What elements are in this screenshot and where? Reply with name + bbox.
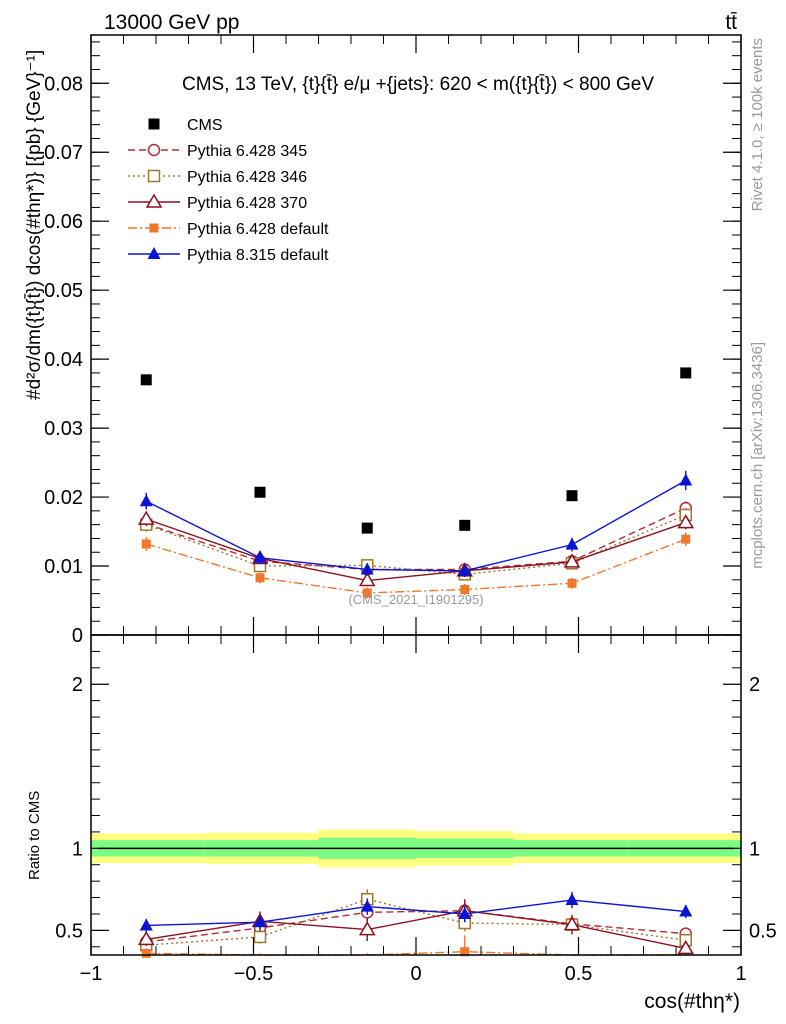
main-axes: 0 0.01 0.02 0.03 0.04 0.05 0.06 0.07 0.08	[44, 34, 742, 647]
ratio-y-tick-label-right: 2	[749, 674, 760, 696]
ratio-axes: 0.5 0.51 12 2−1 −0.5 0 0.5 1	[55, 634, 777, 985]
ratio-y-tick-label: 0.5	[55, 920, 83, 942]
series-2-ratio-line	[146, 898, 686, 946]
series-4-point	[567, 578, 577, 588]
ratio-y-tick-label: 2	[72, 674, 83, 696]
ratio-y-tick-label-right: 0.5	[749, 920, 777, 942]
legend-label: Pythia 6.428 346	[187, 169, 307, 186]
legend-label: Pythia 8.315 default	[187, 247, 329, 264]
main-y-tick-label: 0.02	[44, 487, 83, 509]
ratio-x-tick-label: −1	[80, 963, 103, 985]
ratio-uncertainty-band	[91, 829, 741, 868]
y-axis-label-text: #d²σ/dm({t}{t̄}) dcos(#thη*)} [{pb} {GeV…	[24, 50, 45, 400]
series-4-point	[255, 573, 265, 583]
series-4-point	[460, 584, 470, 594]
ratio-x-tick-label: −0.5	[234, 963, 273, 985]
legend-marker	[148, 118, 160, 130]
main-y-tick-label: 0	[72, 625, 83, 647]
main-y-tick-label: 0.05	[44, 280, 83, 302]
series-4-ratio-point	[141, 948, 151, 958]
analysis-watermark: (CMS_2021_I1901295)	[348, 592, 483, 607]
series-5-ratio-point	[360, 899, 374, 912]
series-3-ratio-point	[358, 921, 376, 936]
header-process-label: tt̄	[725, 11, 737, 34]
main-plot-panel: 0 0.01 0.02 0.03 0.04 0.05 0.06 0.07 0.08 CMS, 1…	[44, 34, 742, 647]
data-point	[140, 374, 152, 386]
data-point	[459, 519, 471, 531]
series-5-ratio-point	[253, 915, 267, 928]
series-3-point	[358, 572, 376, 587]
series-5-point	[360, 562, 374, 575]
series-3-ratio-point	[677, 939, 695, 955]
legend-label: Pythia 6.428 345	[187, 143, 307, 160]
series-4-line	[146, 538, 687, 594]
main-y-tick-label: 0.07	[44, 142, 83, 164]
main-y-tick-label: 0.08	[44, 73, 83, 95]
series-5-ratio-point	[565, 893, 579, 906]
series-5-point	[458, 563, 472, 576]
series-1-line	[146, 507, 687, 571]
header-energy-label: 13000 GeV pp	[104, 11, 239, 34]
legend-marker	[147, 169, 161, 183]
ratio-y-tick-label: 1	[72, 838, 83, 860]
series-3-ratio-point	[563, 916, 581, 931]
series-5-ratio-point	[458, 906, 472, 919]
series-5-ratio-point	[139, 918, 153, 931]
ratio-plot-panel: 0.5 0.51 12 2−1 −0.5 0 0.5 1	[55, 634, 777, 985]
series-5-point	[253, 550, 267, 563]
series-3-ratio-line	[146, 909, 686, 950]
series-5-point	[139, 494, 153, 507]
ratio-x-tick-label: 0	[410, 963, 421, 985]
series-4-ratio-point	[460, 947, 470, 957]
legend-marker	[147, 247, 161, 259]
x-axis-label: cos(#thη*)	[644, 990, 740, 1013]
series-3-point	[137, 510, 155, 525]
main-y-tick-label: 0.03	[44, 418, 83, 440]
series-5-ratio-line	[146, 899, 686, 927]
main-y-tick-label: 0.01	[44, 556, 83, 578]
data-point	[566, 490, 578, 502]
ratio-y-axis-label-text: Ratio to CMS	[26, 791, 43, 880]
legend-label: Pythia 6.428 370	[187, 195, 307, 212]
ratio-x-tick-label: 0.5	[565, 963, 593, 985]
ratio-y-axis-label: Ratio to CMS	[26, 791, 43, 880]
legend-marker	[145, 193, 163, 208]
series-3-ratio-point	[137, 930, 155, 946]
main-data-points	[140, 367, 692, 534]
mcplots-credit-label: mcplots.cern.ch [arXiv:1306.3436]	[749, 342, 766, 569]
data-point	[254, 486, 266, 498]
legend-marker	[147, 143, 161, 157]
series-4-point	[141, 539, 151, 549]
rivet-version-label: Rivet 4.1.0, ≥ 100k events	[749, 38, 766, 211]
series-2-ratio-point	[253, 930, 267, 944]
series-4-point	[362, 588, 372, 598]
series-5-line	[145, 479, 687, 572]
series-5-ratio-point	[679, 904, 693, 917]
y-axis-label: #d²σ/dm({t}{t̄}) dcos(#thη*)} [{pb} {GeV…	[24, 50, 45, 400]
main-y-tick-label: 0.04	[44, 349, 83, 371]
series-2-line	[146, 514, 687, 576]
legend-label: Pythia 6.428 default	[187, 221, 329, 238]
main-series-group	[137, 470, 695, 599]
legend: CMS Pythia 6.428 345 Pythia 6.428 346 Pythi…	[128, 117, 329, 264]
data-point	[680, 367, 692, 379]
series-4-point	[681, 534, 691, 544]
series-5-point	[565, 537, 579, 550]
ratio-x-tick-label: 1	[735, 963, 746, 985]
legend-marker	[149, 223, 159, 233]
legend-label: CMS	[187, 117, 223, 134]
ratio-y-tick-label-right: 1	[749, 838, 760, 860]
series-5-point	[679, 473, 693, 486]
main-y-tick-label: 0.06	[44, 211, 83, 233]
series-3-line	[146, 518, 686, 582]
plot-title: CMS, 13 TeV, {t}{t̄} e/μ +{jets}: 620 < …	[182, 74, 654, 95]
data-point	[361, 522, 373, 534]
series-3-point	[563, 553, 581, 568]
series-3-point	[677, 514, 695, 529]
